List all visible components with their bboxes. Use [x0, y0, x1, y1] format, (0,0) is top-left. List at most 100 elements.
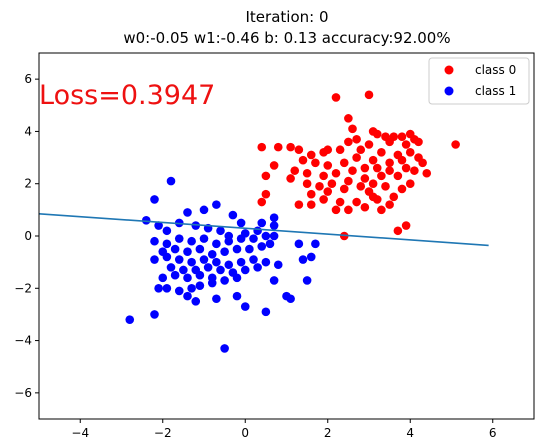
- class-1-point: [199, 255, 209, 264]
- class-1-point: [154, 221, 163, 230]
- class-1-point: [183, 208, 192, 217]
- class-0-point: [360, 202, 370, 212]
- class-0-point: [377, 171, 386, 181]
- class-0-point: [331, 205, 341, 215]
- class-0-point: [356, 182, 366, 191]
- class-0-point: [385, 158, 394, 168]
- class-0-point: [348, 124, 357, 134]
- class-0-point: [306, 200, 316, 209]
- class-0-point: [451, 140, 460, 149]
- class-1-point: [257, 242, 267, 251]
- x-tick-label: −4: [71, 426, 89, 440]
- x-tick-label: 4: [406, 426, 414, 440]
- class-1-point: [220, 276, 229, 285]
- class-1-point: [236, 257, 246, 267]
- class-0-point: [344, 114, 353, 123]
- class-1-point: [170, 244, 180, 254]
- class-0-point: [360, 174, 370, 183]
- y-tick-label: −2: [14, 281, 32, 295]
- class-0-point: [294, 200, 304, 209]
- class-0-point: [315, 182, 324, 191]
- class-1-point: [302, 276, 312, 285]
- class-0-point: [269, 161, 279, 170]
- legend-box: [428, 57, 530, 105]
- class-0-point: [319, 171, 328, 181]
- y-tick-label: 4: [24, 124, 32, 138]
- class-0-point: [352, 197, 361, 207]
- class-1-point: [294, 239, 304, 249]
- class-1-point: [212, 294, 221, 304]
- class-1-point: [183, 291, 192, 301]
- x-tick-label: −2: [154, 426, 172, 440]
- axes: −4 −2 0 2 4 6 −6 −4 −2 0 2 4 6: [14, 72, 496, 440]
- class-1-point: [187, 257, 196, 267]
- x-tick-label: 0: [241, 426, 249, 440]
- class-1-point: [311, 239, 320, 249]
- class-0-point: [364, 187, 374, 196]
- class-0-point: [385, 166, 394, 175]
- class-1-point: [286, 294, 295, 304]
- class-0-point: [397, 184, 407, 194]
- class-0-point: [418, 158, 427, 168]
- decision-boundary-line: [39, 212, 489, 247]
- class-0-point: [352, 134, 361, 144]
- class-0-point: [385, 137, 394, 147]
- class-0-point: [401, 163, 411, 173]
- class-1-point: [224, 260, 234, 270]
- class-1-point: [199, 205, 209, 215]
- class-0-point: [294, 145, 304, 155]
- class-1-point: [212, 257, 221, 267]
- class-0-point: [286, 142, 295, 152]
- class-1-point: [253, 263, 262, 272]
- class-0-point: [405, 179, 415, 189]
- class-1-point: [141, 216, 151, 225]
- class-1-point: [240, 302, 250, 311]
- y-tick-label: 6: [24, 72, 32, 86]
- class-0-point: [339, 184, 349, 194]
- class-1-point: [212, 239, 221, 249]
- class-1-point: [183, 247, 192, 256]
- class-1-point: [162, 283, 172, 293]
- class-1-point: [183, 273, 192, 283]
- class-0-point: [352, 153, 361, 162]
- x-tick-label: 6: [489, 426, 497, 440]
- class-1-point: [261, 257, 271, 267]
- chart-title: Iteration: 0: [246, 8, 329, 26]
- class-1-point: [166, 176, 176, 186]
- class-1-point: [212, 200, 221, 209]
- class-0-point: [348, 166, 357, 175]
- class-0-point: [261, 189, 271, 199]
- class-0-point: [397, 132, 407, 141]
- chart-subtitle: w0:-0.05 w1:-0.46 b: 0.13 accuracy:92.00…: [123, 29, 450, 47]
- class-0-point: [368, 155, 378, 165]
- class-1-point: [162, 239, 172, 249]
- class-1-point: [269, 231, 279, 241]
- x-tick-label: 2: [324, 426, 332, 440]
- class-1-point: [232, 273, 242, 283]
- class-1-point: [162, 252, 172, 262]
- plot-frame: [38, 52, 535, 420]
- class-1-point: [228, 210, 238, 220]
- class-1-point: [207, 250, 217, 259]
- y-tick-label: 0: [24, 229, 32, 243]
- class-1-point: [150, 195, 159, 204]
- class-0-point: [286, 174, 295, 183]
- class-1-point: [195, 270, 205, 280]
- class-0-point: [381, 182, 390, 191]
- class-1-point: [236, 218, 246, 228]
- class-0-point: [356, 145, 366, 155]
- class-0-point: [302, 168, 312, 178]
- class-0-point: [298, 155, 308, 165]
- class-0-point: [257, 142, 267, 152]
- class-1-point: [249, 255, 258, 264]
- class-0-point: [410, 166, 419, 175]
- class-0-point: [422, 168, 432, 178]
- legend-label-class-0: class 0: [475, 63, 516, 77]
- class-1-point: [216, 226, 225, 236]
- legend-marker-class-0: [444, 65, 454, 75]
- class-1-point: [170, 270, 180, 280]
- class-0-point: [319, 148, 328, 157]
- class-0-point: [339, 158, 349, 168]
- class-0-point: [311, 158, 320, 168]
